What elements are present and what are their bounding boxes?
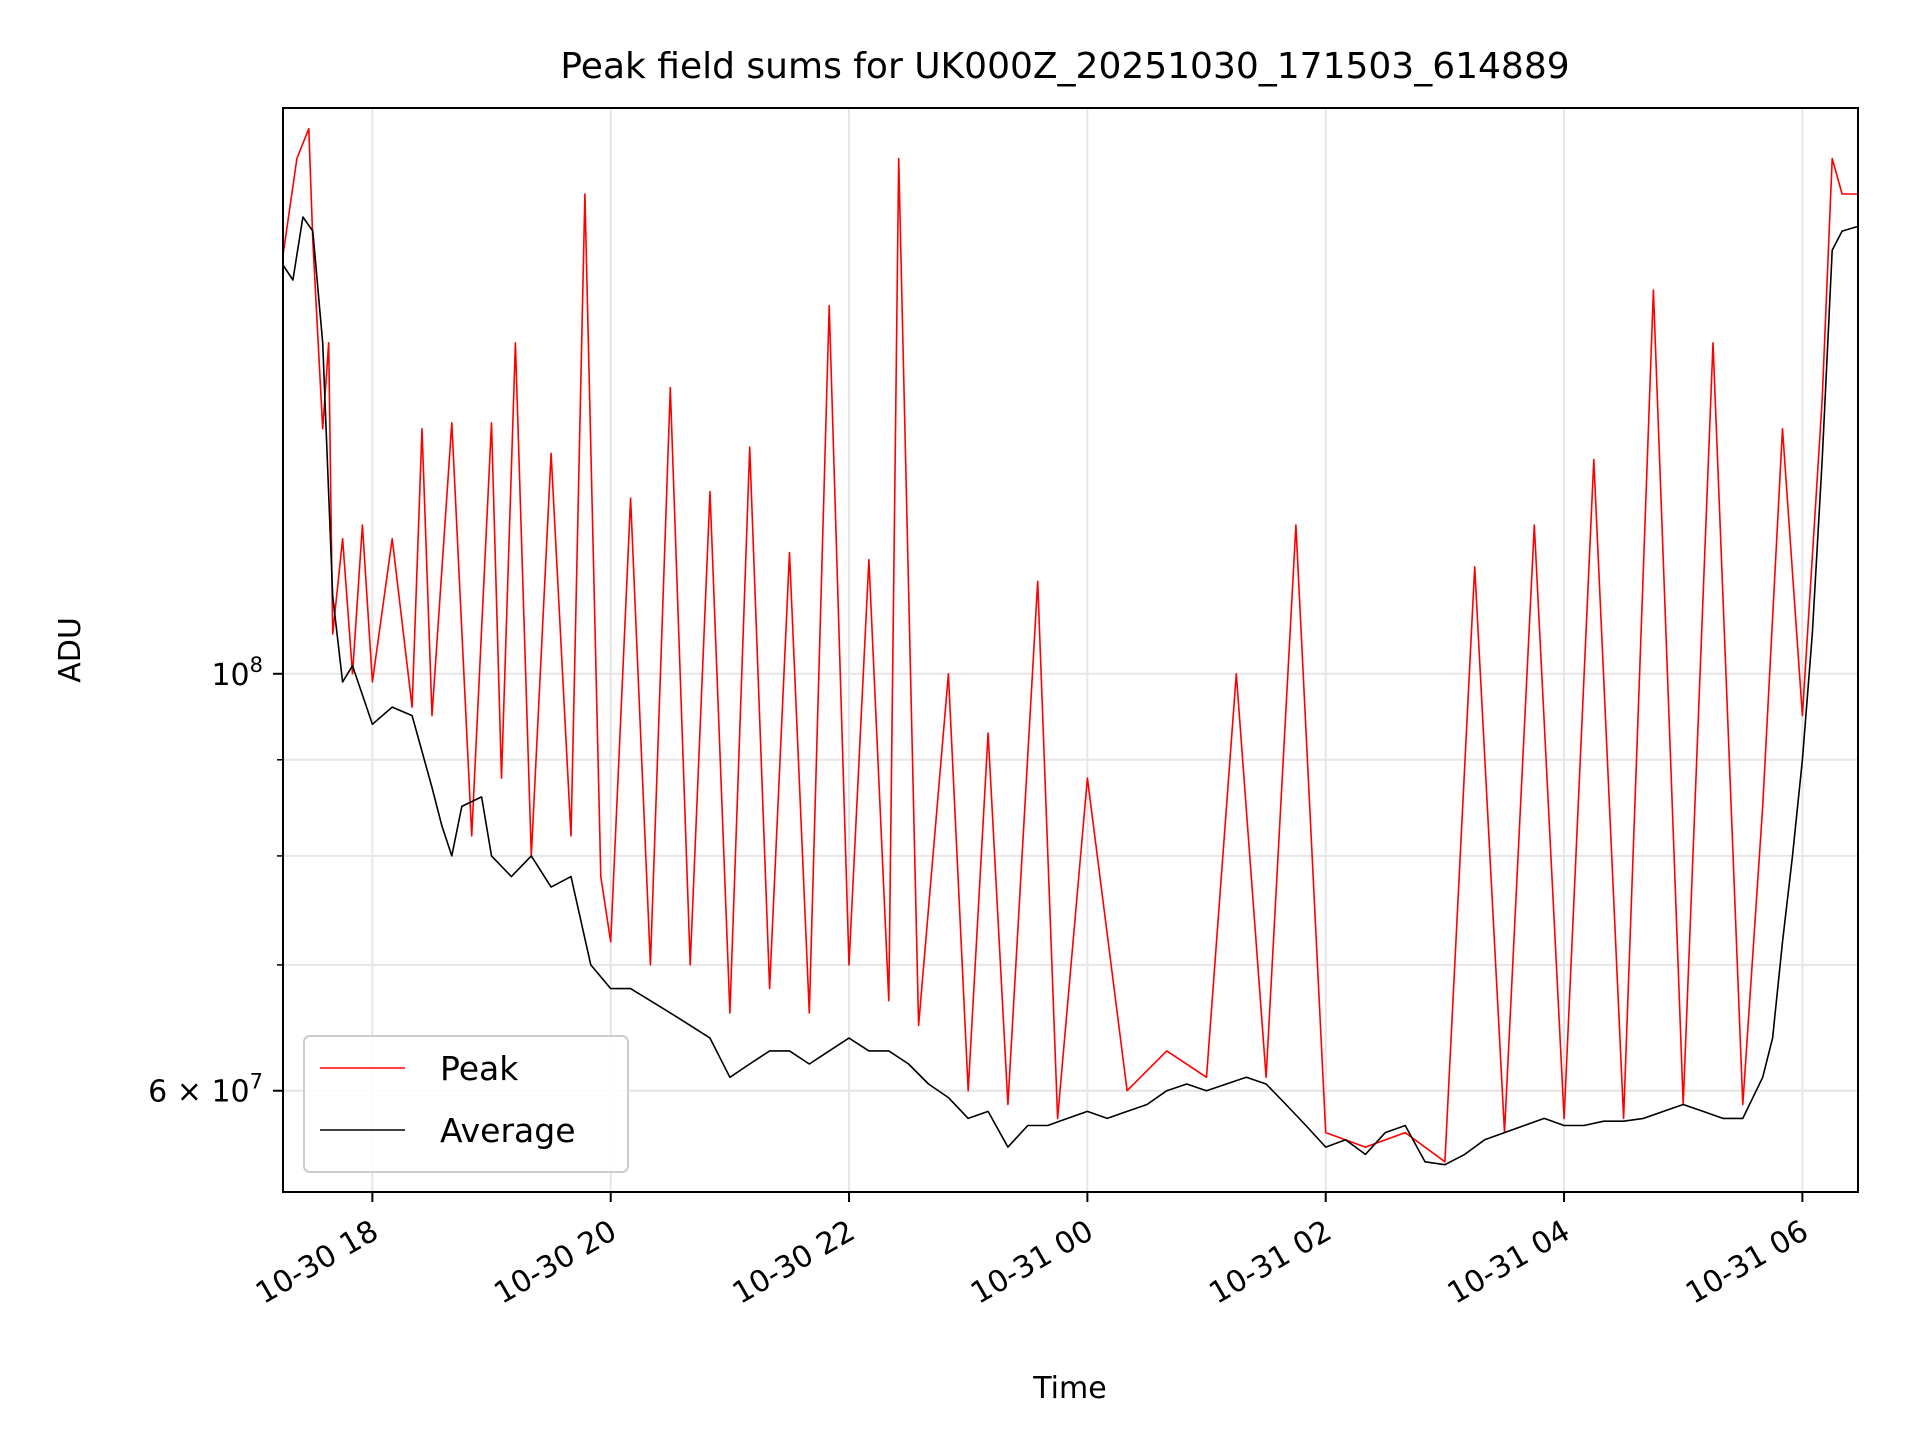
chart-title: Peak field sums for UK000Z_20251030_1715… — [560, 46, 1569, 87]
series-peak-line — [282, 127, 1858, 1163]
legend-average-label: Average — [440, 1111, 576, 1150]
series-average-line — [282, 216, 1859, 1166]
legend-peak-label: Peak — [440, 1049, 519, 1088]
x-axis-title: Time — [1032, 1371, 1106, 1406]
plot-frame — [282, 107, 1859, 1193]
legend: Peak Average — [303, 1035, 629, 1173]
y-tick-label: 108 — [211, 653, 263, 693]
legend-box — [303, 1035, 629, 1173]
y-tick-label: 6 × 107 — [148, 1070, 263, 1110]
plot-series — [282, 127, 1859, 1166]
y-axis-title: ADU — [53, 617, 88, 683]
